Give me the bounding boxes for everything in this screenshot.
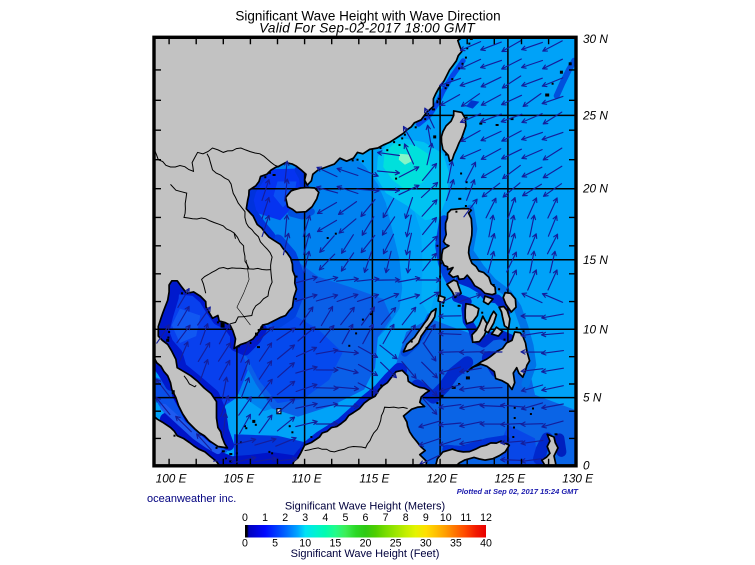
svg-text:4: 4 xyxy=(322,512,328,524)
svg-text:0: 0 xyxy=(583,459,590,473)
svg-text:5: 5 xyxy=(342,512,348,524)
svg-text:25: 25 xyxy=(390,538,402,550)
svg-text:Significant Wave Height (Meter: Significant Wave Height (Meters) xyxy=(285,501,445,513)
svg-text:115 E: 115 E xyxy=(359,472,389,486)
svg-text:105 E: 105 E xyxy=(223,472,254,486)
svg-text:0: 0 xyxy=(242,538,248,550)
svg-text:30 N: 30 N xyxy=(583,32,608,46)
svg-text:30: 30 xyxy=(420,538,432,550)
svg-text:100 E: 100 E xyxy=(156,472,187,486)
svg-text:20: 20 xyxy=(360,538,372,550)
svg-text:12: 12 xyxy=(480,512,492,524)
svg-text:2: 2 xyxy=(282,512,288,524)
svg-text:15 N: 15 N xyxy=(583,253,608,267)
svg-text:3: 3 xyxy=(302,512,308,524)
svg-text:9: 9 xyxy=(423,512,429,524)
svg-text:10: 10 xyxy=(299,538,311,550)
svg-text:125 E: 125 E xyxy=(494,472,525,486)
svg-text:110 E: 110 E xyxy=(292,472,322,486)
svg-text:35: 35 xyxy=(450,538,462,550)
svg-text:6: 6 xyxy=(363,512,369,524)
svg-text:130 E: 130 E xyxy=(562,472,593,486)
svg-text:20 N: 20 N xyxy=(582,182,608,196)
svg-text:25 N: 25 N xyxy=(582,108,608,122)
svg-text:5: 5 xyxy=(272,538,278,550)
svg-text:0: 0 xyxy=(242,512,248,524)
svg-text:10 N: 10 N xyxy=(583,322,608,336)
svg-text:Plotted at Sep 02, 2017 15:24: Plotted at Sep 02, 2017 15:24 GMT xyxy=(457,487,580,496)
svg-text:Significant Wave Height with W: Significant Wave Height with Wave Direct… xyxy=(235,9,500,24)
svg-text:oceanweather inc.: oceanweather inc. xyxy=(147,493,236,505)
svg-text:7: 7 xyxy=(383,512,389,524)
svg-text:8: 8 xyxy=(403,512,409,524)
svg-text:120 E: 120 E xyxy=(427,472,458,486)
svg-text:Valid For Sep-02-2017 18:00 GM: Valid For Sep-02-2017 18:00 GMT xyxy=(259,21,476,36)
svg-text:15: 15 xyxy=(330,538,342,550)
svg-text:11: 11 xyxy=(460,512,471,524)
svg-text:Significant Wave Height (Feet): Significant Wave Height (Feet) xyxy=(291,548,440,560)
svg-text:5 N: 5 N xyxy=(583,391,602,405)
svg-text:40: 40 xyxy=(480,538,492,550)
svg-text:10: 10 xyxy=(440,512,452,524)
svg-text:1: 1 xyxy=(262,512,268,524)
